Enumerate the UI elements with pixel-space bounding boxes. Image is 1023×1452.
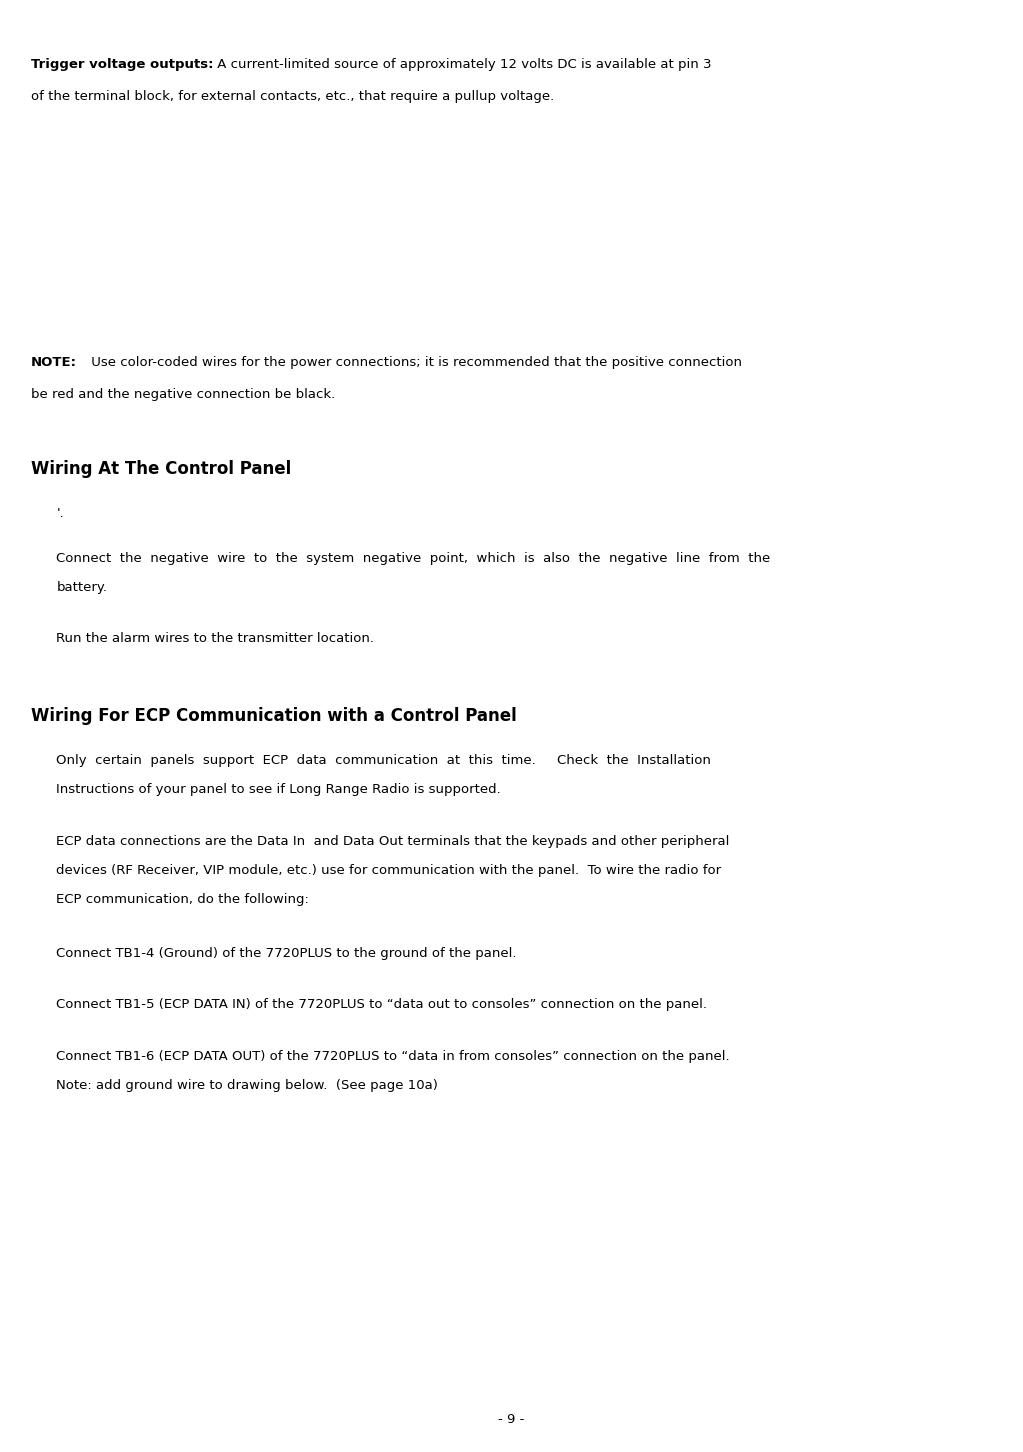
Text: NOTE:: NOTE: [31, 356, 77, 369]
Text: battery.: battery. [56, 581, 107, 594]
Text: Use color-coded wires for the power connections; it is recommended that the posi: Use color-coded wires for the power conn… [87, 356, 742, 369]
Text: Instructions of your panel to see if Long Range Radio is supported.: Instructions of your panel to see if Lon… [56, 783, 501, 796]
Text: Only  certain  panels  support  ECP  data  communication  at  this  time.     Ch: Only certain panels support ECP data com… [56, 754, 711, 767]
Text: be red and the negative connection be black.: be red and the negative connection be bl… [31, 388, 335, 401]
Text: Trigger voltage outputs:: Trigger voltage outputs: [31, 58, 213, 71]
Text: ECP communication, do the following:: ECP communication, do the following: [56, 893, 309, 906]
Text: Connect  the  negative  wire  to  the  system  negative  point,  which  is  also: Connect the negative wire to the system … [56, 552, 770, 565]
Text: A current-limited source of approximately 12 volts DC is available at pin 3: A current-limited source of approximatel… [213, 58, 711, 71]
Text: Wiring At The Control Panel: Wiring At The Control Panel [31, 460, 291, 478]
Text: Connect TB1-4 (Ground) of the 7720PLUS to the ground of the panel.: Connect TB1-4 (Ground) of the 7720PLUS t… [56, 947, 517, 960]
Text: '.: '. [56, 507, 64, 520]
Text: - 9 -: - 9 - [498, 1413, 525, 1426]
Text: Connect TB1-6 (ECP DATA OUT) of the 7720PLUS to “data in from consoles” connecti: Connect TB1-6 (ECP DATA OUT) of the 7720… [56, 1050, 729, 1063]
Text: Wiring For ECP Communication with a Control Panel: Wiring For ECP Communication with a Cont… [31, 707, 517, 725]
Text: Run the alarm wires to the transmitter location.: Run the alarm wires to the transmitter l… [56, 632, 374, 645]
Text: of the terminal block, for external contacts, etc., that require a pullup voltag: of the terminal block, for external cont… [31, 90, 553, 103]
Text: devices (RF Receiver, VIP module, etc.) use for communication with the panel.  T: devices (RF Receiver, VIP module, etc.) … [56, 864, 721, 877]
Text: ECP data connections are the Data In  and Data Out terminals that the keypads an: ECP data connections are the Data In and… [56, 835, 729, 848]
Text: Connect TB1-5 (ECP DATA IN) of the 7720PLUS to “data out to consoles” connection: Connect TB1-5 (ECP DATA IN) of the 7720P… [56, 998, 707, 1011]
Text: Note: add ground wire to drawing below.  (See page 10a): Note: add ground wire to drawing below. … [56, 1079, 438, 1092]
